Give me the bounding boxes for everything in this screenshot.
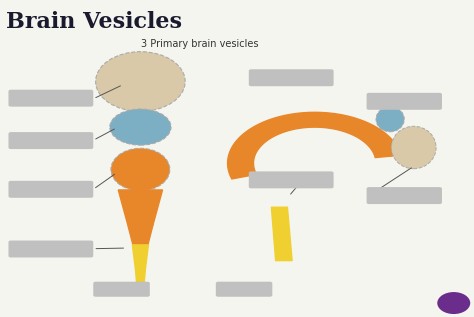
Text: view: view <box>114 285 132 294</box>
Ellipse shape <box>111 148 170 191</box>
Polygon shape <box>136 272 145 284</box>
FancyBboxPatch shape <box>216 282 273 297</box>
FancyBboxPatch shape <box>9 241 93 257</box>
Polygon shape <box>132 245 148 272</box>
Text: 3 Primary brain vesicles: 3 Primary brain vesicles <box>141 39 258 49</box>
FancyBboxPatch shape <box>9 181 93 198</box>
FancyBboxPatch shape <box>366 93 442 110</box>
Ellipse shape <box>376 107 404 132</box>
FancyBboxPatch shape <box>249 69 334 86</box>
Text: Brain Vesicles: Brain Vesicles <box>6 11 182 33</box>
Polygon shape <box>128 224 153 247</box>
Ellipse shape <box>110 109 171 145</box>
FancyBboxPatch shape <box>93 282 150 297</box>
FancyBboxPatch shape <box>9 132 93 149</box>
Ellipse shape <box>392 126 436 169</box>
FancyBboxPatch shape <box>366 187 442 204</box>
Text: view: view <box>235 285 253 294</box>
Polygon shape <box>272 207 292 261</box>
Circle shape <box>96 52 185 111</box>
Polygon shape <box>118 190 163 224</box>
Polygon shape <box>228 112 401 179</box>
Circle shape <box>438 292 470 314</box>
FancyBboxPatch shape <box>9 90 93 107</box>
FancyBboxPatch shape <box>249 171 334 188</box>
